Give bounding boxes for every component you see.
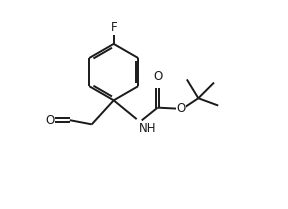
Text: O: O: [177, 102, 186, 115]
Text: NH: NH: [139, 122, 157, 135]
Text: O: O: [45, 114, 54, 127]
Text: F: F: [110, 21, 117, 34]
Text: O: O: [153, 70, 162, 83]
